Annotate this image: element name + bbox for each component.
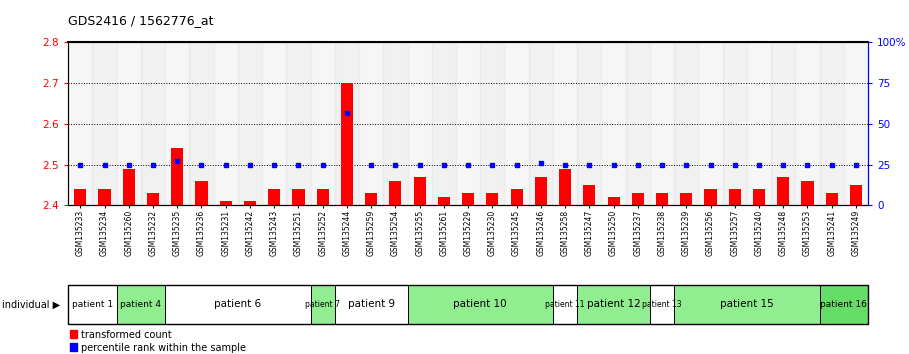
Bar xyxy=(365,193,377,205)
Bar xyxy=(584,185,595,205)
Bar xyxy=(698,42,723,205)
Bar xyxy=(723,42,747,205)
Text: patient 7: patient 7 xyxy=(305,300,340,309)
Bar xyxy=(577,42,602,205)
Bar xyxy=(70,343,77,351)
Bar xyxy=(407,285,553,324)
Bar xyxy=(414,177,425,205)
Bar xyxy=(147,193,159,205)
Bar xyxy=(674,285,820,324)
Bar xyxy=(93,42,116,205)
Bar xyxy=(189,42,214,205)
Bar xyxy=(511,189,523,205)
Bar xyxy=(747,42,771,205)
Bar xyxy=(625,42,650,205)
Bar xyxy=(165,42,189,205)
Bar xyxy=(68,42,93,205)
Text: transformed count: transformed count xyxy=(82,330,172,340)
Text: percentile rank within the sample: percentile rank within the sample xyxy=(82,343,246,353)
Bar xyxy=(116,285,165,324)
Bar xyxy=(607,197,620,205)
Text: patient 13: patient 13 xyxy=(643,300,682,309)
Bar xyxy=(674,42,698,205)
Bar xyxy=(268,189,280,205)
Bar xyxy=(844,42,868,205)
Bar xyxy=(704,189,716,205)
Bar xyxy=(195,181,207,205)
Bar xyxy=(777,177,789,205)
Bar xyxy=(311,42,335,205)
Bar xyxy=(553,42,577,205)
Bar xyxy=(407,42,432,205)
Bar xyxy=(238,42,262,205)
Bar xyxy=(98,189,111,205)
Bar xyxy=(389,181,402,205)
Bar xyxy=(632,193,644,205)
Text: patient 6: patient 6 xyxy=(215,299,262,309)
Bar xyxy=(262,42,286,205)
Text: individual ▶: individual ▶ xyxy=(2,299,60,309)
Text: patient 11: patient 11 xyxy=(545,300,584,309)
Bar xyxy=(650,285,674,324)
Bar xyxy=(680,193,693,205)
Bar xyxy=(771,42,795,205)
Bar xyxy=(559,169,571,205)
Text: patient 16: patient 16 xyxy=(821,300,867,309)
Bar xyxy=(850,185,862,205)
Bar xyxy=(438,197,450,205)
Bar xyxy=(165,285,311,324)
Bar xyxy=(553,285,577,324)
Bar xyxy=(384,42,407,205)
Bar xyxy=(341,83,353,205)
Text: GDS2416 / 1562776_at: GDS2416 / 1562776_at xyxy=(68,14,214,27)
Bar xyxy=(650,42,674,205)
Bar xyxy=(825,193,838,205)
Bar xyxy=(802,181,814,205)
Bar xyxy=(820,42,844,205)
Bar xyxy=(753,189,765,205)
Bar xyxy=(456,42,480,205)
Bar xyxy=(432,42,456,205)
Text: patient 10: patient 10 xyxy=(454,299,507,309)
Bar xyxy=(820,285,868,324)
Bar xyxy=(68,285,116,324)
Bar xyxy=(316,189,329,205)
Bar xyxy=(529,42,553,205)
Text: patient 1: patient 1 xyxy=(72,300,113,309)
Bar xyxy=(729,189,741,205)
Text: patient 15: patient 15 xyxy=(720,299,774,309)
Bar xyxy=(123,169,135,205)
Bar xyxy=(480,42,504,205)
Bar xyxy=(141,42,165,205)
Bar xyxy=(577,285,650,324)
Bar xyxy=(220,201,232,205)
Bar xyxy=(462,193,474,205)
Text: patient 12: patient 12 xyxy=(586,299,641,309)
Text: patient 4: patient 4 xyxy=(120,300,162,309)
Bar xyxy=(293,189,305,205)
Text: patient 9: patient 9 xyxy=(347,299,395,309)
Bar xyxy=(244,201,256,205)
Bar xyxy=(214,42,238,205)
Bar xyxy=(335,285,407,324)
Bar xyxy=(116,42,141,205)
Bar xyxy=(486,193,498,205)
Bar xyxy=(286,42,311,205)
Bar xyxy=(171,148,184,205)
Bar xyxy=(795,42,820,205)
Bar xyxy=(311,285,335,324)
Bar xyxy=(75,189,86,205)
Bar xyxy=(359,42,384,205)
Bar xyxy=(70,330,77,338)
Bar xyxy=(504,42,529,205)
Bar xyxy=(656,193,668,205)
Bar xyxy=(602,42,625,205)
Bar xyxy=(534,177,547,205)
Bar xyxy=(335,42,359,205)
